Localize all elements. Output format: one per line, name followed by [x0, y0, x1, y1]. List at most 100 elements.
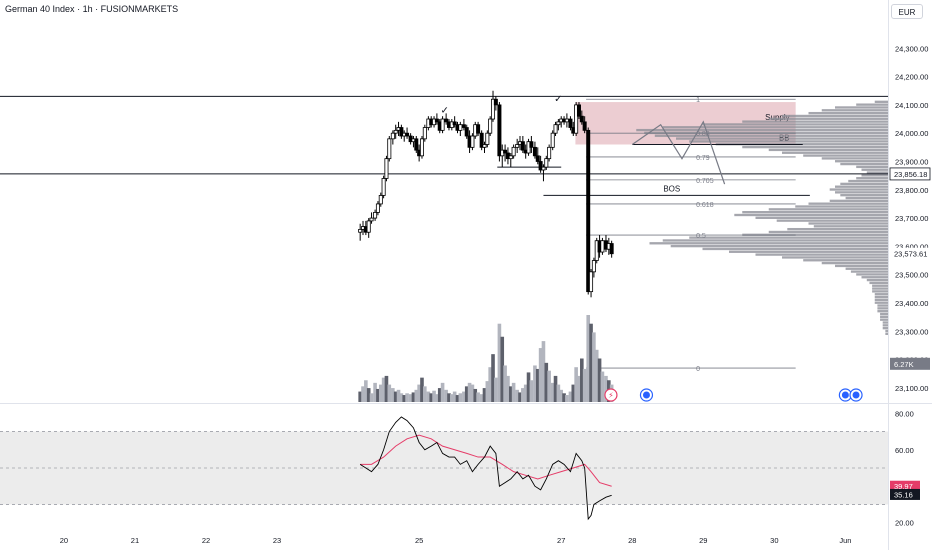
candle-body [574, 104, 579, 134]
candle-body [488, 118, 493, 134]
volume-profile-bar [787, 227, 888, 231]
volume-bar [574, 367, 578, 402]
volume-bar [488, 367, 492, 402]
volume-bar [544, 362, 549, 402]
candle-body [422, 127, 427, 140]
volume-profile-bar [649, 242, 888, 245]
candle-body [600, 240, 605, 253]
price-tag-box [890, 247, 930, 260]
volume-bar [592, 332, 596, 402]
candle-body [373, 212, 378, 219]
volume-bar [571, 384, 576, 402]
volume-bar [497, 323, 502, 402]
volume-bar [366, 388, 371, 402]
rsi-value-tag-box [890, 480, 920, 492]
volume-profile-bar [768, 230, 888, 234]
time-tick-label: 21 [131, 536, 139, 545]
volume-profile-bar [880, 315, 888, 319]
volume-bar [399, 393, 404, 402]
volume-bar [533, 365, 537, 402]
volume-profile-bar [689, 236, 888, 239]
volume-bar [597, 358, 602, 402]
volume-profile-bar [861, 168, 888, 171]
volume-profile-bar [782, 151, 888, 154]
volume-bar [521, 388, 525, 402]
candle-body [479, 132, 484, 148]
candle-body [414, 138, 419, 151]
volume-profile-bar [872, 287, 888, 290]
volume-bar [464, 386, 469, 402]
candle-body [576, 104, 581, 117]
candle-body [544, 158, 549, 168]
volume-bar [369, 393, 374, 402]
time-tick-label: 27 [557, 536, 565, 545]
volume-bar [440, 382, 445, 402]
candle-body [591, 260, 596, 273]
volume-bar [553, 375, 558, 402]
volume-bar [396, 389, 401, 402]
volume-profile-bar [872, 284, 888, 287]
candle-body [547, 146, 552, 160]
price-tick-label: 23,700.00 [895, 214, 928, 223]
volume-profile-bar [795, 205, 888, 208]
rsi-tick-label: 20.00 [895, 519, 914, 528]
volume-profile-bar [835, 185, 888, 188]
volume-bar [529, 380, 534, 402]
volume-bar [589, 323, 593, 402]
volume-bar [426, 391, 431, 402]
volume-bar [503, 365, 507, 402]
volume-profile-bar [845, 196, 888, 200]
volume-profile-bar [840, 182, 888, 186]
price-tick-label: 23,300.00 [895, 327, 928, 336]
candle-body [550, 132, 555, 148]
candle-body [511, 146, 516, 157]
volume-profile-bar [874, 293, 888, 296]
candle-body [476, 124, 481, 134]
volume-bar [393, 391, 398, 402]
symbol-header[interactable]: German 40 Index · 1h · FUSIONMARKETS [5, 4, 178, 14]
price-tick-label: 23,100.00 [895, 384, 928, 393]
price-tag-box [890, 357, 930, 370]
volume-profile-bar [808, 222, 888, 225]
rsi-tick-label: 60.00 [895, 446, 914, 455]
volume-profile-bar [856, 177, 888, 180]
volume-profile-bar [821, 261, 888, 265]
volume-bar [458, 393, 463, 402]
event-marker [604, 388, 618, 402]
volume-profile-bar [866, 171, 888, 174]
volume-bar [414, 389, 419, 402]
supply-label: Supply [765, 113, 789, 122]
volume-profile-bar [734, 213, 888, 217]
price-tick-label: 24,000.00 [895, 129, 928, 138]
volume-bar [364, 380, 368, 402]
volume-profile-bar [845, 267, 888, 270]
volume-bar [361, 386, 365, 402]
volume-profile-bar [670, 244, 888, 248]
bos-label: BOS [663, 184, 680, 193]
volume-profile-bar [742, 120, 888, 123]
volume-bar [373, 382, 377, 402]
volume-bar [376, 388, 380, 402]
candle-body [556, 121, 561, 126]
candle-body [491, 98, 496, 120]
price-tag-label: 23,573.61 [894, 250, 927, 259]
candle-body [405, 132, 410, 137]
volume-bar [541, 341, 546, 402]
volume-bar [577, 375, 581, 402]
price-tag-label: 23,856.18 [894, 170, 927, 179]
volume-bar [500, 336, 505, 402]
volume-bar [600, 371, 605, 402]
header-separator: · [95, 4, 99, 14]
volume-bar [476, 392, 480, 402]
rsi-value-tag-label: 39.97 [894, 482, 913, 491]
candle-body [378, 195, 383, 205]
volume-profile-bar [742, 145, 888, 149]
fib-level-label: 0 [696, 366, 700, 373]
volume-bar [586, 315, 591, 402]
rsi-ma-line [360, 434, 612, 487]
volume-profile-bar [861, 174, 888, 177]
currency-button[interactable]: EUR [891, 4, 923, 19]
volume-profile-bar [856, 165, 888, 169]
